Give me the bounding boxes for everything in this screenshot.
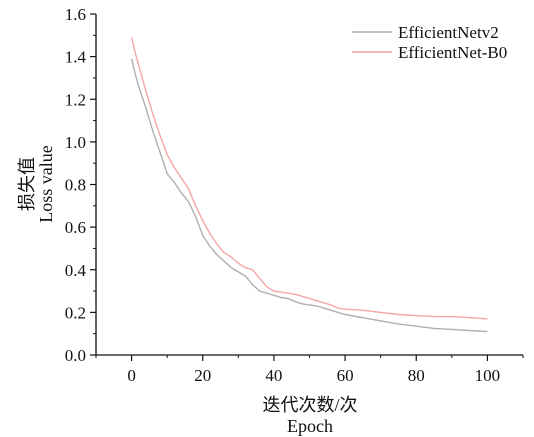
y-axis-title-cn: 损失值 bbox=[17, 157, 37, 211]
x-axis-ticks: 0 20 40 60 80 100 bbox=[95, 355, 524, 385]
y-tick-label: 0.6 bbox=[65, 218, 86, 237]
y-axis-title-en: Loss value bbox=[36, 145, 56, 222]
y-tick-label: 0.2 bbox=[65, 303, 86, 322]
series-line bbox=[130, 58, 488, 333]
x-tick-label: 40 bbox=[265, 366, 282, 385]
x-tick-label: 100 bbox=[475, 366, 501, 385]
y-tick-label: 1.0 bbox=[65, 133, 86, 152]
x-axis-title-en: Epoch bbox=[287, 416, 333, 436]
x-tick-label: 80 bbox=[408, 366, 425, 385]
plot-frame bbox=[95, 14, 523, 356]
y-tick-label: 0.4 bbox=[65, 261, 87, 280]
y-axis-ticks: 0.0 0.2 0.4 0.6 0.8 1.0 1.2 1.4 1.6 bbox=[65, 5, 96, 365]
y-tick-label: 1.4 bbox=[65, 48, 87, 67]
x-tick-label: 60 bbox=[337, 366, 354, 385]
x-axis-title-cn: 迭代次数/次 bbox=[262, 395, 357, 415]
legend-label: EfficientNet-B0 bbox=[398, 43, 507, 62]
series-line bbox=[130, 37, 488, 320]
y-tick-label: 0.8 bbox=[65, 176, 86, 195]
series-layer bbox=[130, 37, 488, 333]
legend-label: EfficientNetv2 bbox=[398, 23, 499, 42]
x-tick-label: 20 bbox=[194, 366, 211, 385]
y-tick-label: 1.6 bbox=[65, 5, 86, 24]
y-tick-label: 1.2 bbox=[65, 90, 86, 109]
y-tick-label: 0.0 bbox=[65, 346, 86, 365]
x-tick-label: 0 bbox=[127, 366, 136, 385]
